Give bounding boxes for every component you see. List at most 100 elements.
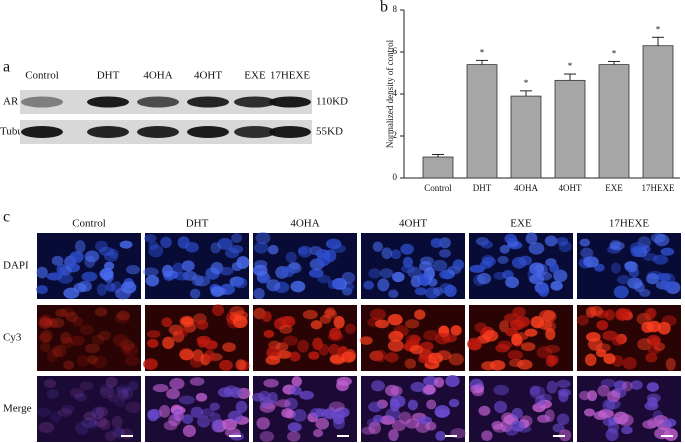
cell: [359, 336, 373, 345]
cell: [267, 244, 279, 255]
cell: [537, 284, 550, 297]
cell: [69, 250, 84, 264]
cell: [229, 313, 242, 322]
cell: [363, 280, 374, 290]
cell: [253, 288, 265, 300]
cell: [125, 401, 142, 414]
cell: [328, 332, 344, 341]
cell: [69, 335, 85, 347]
cell: [535, 395, 546, 407]
cell: [266, 346, 280, 360]
cell: [211, 419, 224, 433]
cell: [36, 266, 48, 279]
significance: *: [524, 78, 529, 88]
cell: [318, 343, 329, 356]
cell: [401, 264, 416, 274]
cell: [36, 407, 51, 417]
cell: [652, 254, 669, 265]
micrograph: [469, 232, 573, 299]
cell: [79, 381, 94, 391]
cell: [548, 355, 559, 365]
cell: [333, 315, 345, 329]
cell: [84, 250, 100, 263]
cell: [379, 268, 394, 279]
blot-band: [137, 96, 179, 108]
cell: [637, 338, 652, 351]
cell: [435, 430, 446, 441]
cell: [308, 351, 320, 360]
cell: [181, 260, 195, 272]
cell: [63, 287, 80, 299]
column-label: DHT: [97, 70, 120, 82]
cell: [336, 380, 350, 392]
cell: [182, 424, 196, 438]
image-background: [37, 305, 141, 371]
cell: [324, 307, 336, 317]
cell: [647, 417, 659, 428]
cell: [65, 311, 79, 323]
cell: [49, 317, 65, 328]
column-label: EXE: [244, 70, 266, 82]
cell: [552, 423, 565, 433]
cell: [197, 415, 211, 428]
cell: [381, 247, 393, 260]
cell: [385, 408, 401, 421]
error-bar: [520, 90, 532, 97]
cell: [56, 263, 67, 276]
cell: [333, 278, 345, 289]
cell: [614, 380, 627, 391]
cell: [587, 390, 598, 402]
cell: [525, 232, 538, 245]
cell: [173, 411, 185, 422]
significance: *: [480, 47, 485, 57]
cell: [427, 277, 438, 287]
cell: [60, 331, 72, 344]
cell: [603, 353, 616, 365]
micrograph: [253, 305, 357, 371]
cell: [290, 280, 306, 293]
cell: [584, 353, 597, 367]
cell: [204, 349, 215, 363]
cell: [439, 237, 451, 249]
cell: [371, 380, 385, 392]
row-label: DAPI: [3, 260, 29, 272]
error-bar: [476, 59, 488, 65]
cell: [544, 235, 558, 247]
cell: [444, 284, 457, 298]
micrograph: [467, 305, 573, 371]
cell: [602, 399, 616, 412]
micrograph: [576, 305, 681, 371]
cell: [389, 395, 406, 408]
cell: [209, 402, 220, 411]
cell: [646, 393, 661, 403]
cell: [99, 383, 114, 395]
cell: [196, 319, 209, 330]
y-tick-label: 4: [393, 88, 398, 98]
cell: [279, 324, 293, 335]
error-bar: [652, 36, 664, 46]
cell: [660, 281, 675, 291]
micrograph: [252, 231, 357, 300]
cell: [233, 277, 248, 289]
cell: [585, 306, 597, 318]
cell: [43, 379, 57, 389]
cell: [430, 237, 443, 248]
cell: [334, 407, 350, 418]
panel-label: b: [380, 0, 388, 16]
cell: [580, 247, 594, 259]
cell: [319, 314, 332, 324]
cell: [480, 240, 493, 249]
cell: [388, 429, 399, 442]
cell: [511, 333, 523, 346]
cell: [372, 241, 383, 252]
cell: [210, 242, 222, 254]
cell: [235, 400, 248, 414]
cell: [419, 341, 434, 352]
cell: [50, 346, 63, 357]
cell: [504, 233, 517, 244]
cell: [60, 336, 74, 349]
cell: [414, 309, 426, 320]
cell: [116, 310, 130, 321]
cell: [292, 409, 307, 422]
cell: [144, 234, 157, 243]
